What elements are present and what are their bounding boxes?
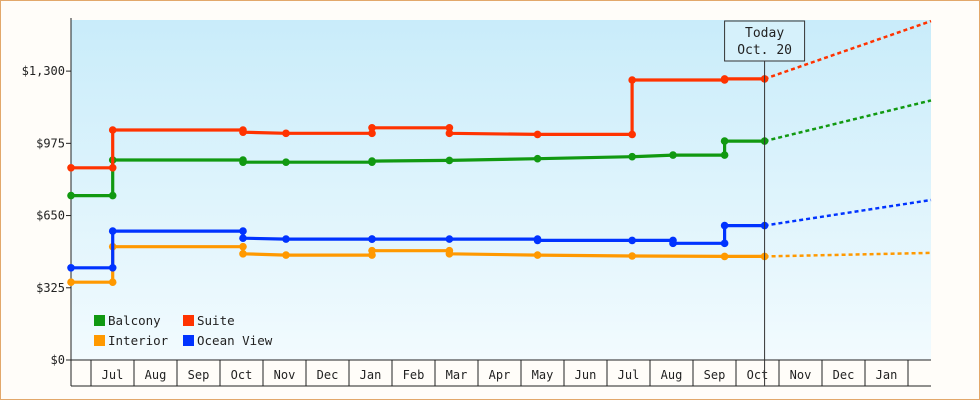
data-point: [720, 221, 729, 230]
legend-swatch-interior: [94, 335, 105, 346]
data-point: [533, 236, 542, 245]
x-tick-label: Nov: [790, 368, 812, 382]
legend-swatch-suite: [183, 315, 194, 326]
data-point: [282, 251, 290, 259]
legend-label-suite: Suite: [197, 313, 235, 328]
data-point: [108, 163, 117, 172]
x-tick-label: May: [532, 368, 554, 382]
series-ocean-view: [67, 198, 932, 272]
data-point: [720, 252, 729, 261]
data-point: [108, 191, 117, 200]
data-point: [445, 235, 454, 243]
x-tick-label: Dec: [317, 368, 339, 382]
legend-label-ocean-view: Ocean View: [197, 333, 273, 348]
x-tick-label: Dec: [833, 368, 855, 382]
legend-label-interior: Interior: [108, 333, 169, 348]
data-point: [368, 123, 376, 132]
data-point: [282, 235, 290, 243]
data-point: [533, 251, 542, 259]
data-point: [628, 76, 636, 84]
x-tick-label: Sep: [704, 368, 726, 382]
y-tick-label: $975: [36, 136, 65, 150]
series-line: [71, 77, 765, 170]
data-point: [533, 130, 542, 139]
data-point: [628, 130, 636, 139]
data-point: [282, 158, 290, 167]
y-tick-label: $325: [36, 281, 65, 295]
data-point: [720, 75, 729, 83]
data-point: [108, 278, 117, 287]
x-tick-label: Apr: [489, 368, 511, 382]
y-tick-label: $650: [36, 209, 65, 223]
y-tick-label: $1,300: [22, 64, 65, 78]
x-tick-label: Jan: [876, 368, 898, 382]
forecast-line: [764, 198, 932, 227]
axes: $0 $325 $650 $975 $1,300 Jul Aug Sep Oct Nov Dec Ja…: [22, 18, 931, 387]
x-tick-label: Aug: [145, 368, 167, 382]
data-point: [720, 239, 729, 248]
data-point: [628, 236, 636, 245]
data-point: [368, 246, 376, 255]
today-label: Today: [745, 26, 784, 41]
today-marker: Today Oct. 20: [724, 20, 806, 386]
legend: Balcony Suite Interior Ocean View: [94, 313, 273, 348]
data-point: [239, 158, 247, 167]
plot-area: [71, 20, 931, 360]
data-point: [239, 249, 247, 258]
data-point: [67, 263, 75, 272]
x-tick-label: Feb: [403, 368, 425, 382]
data-point: [368, 129, 376, 138]
today-box: [724, 20, 806, 62]
data-point: [239, 242, 247, 251]
data-point: [67, 191, 75, 200]
data-point: [368, 157, 376, 165]
data-point: [720, 151, 729, 159]
today-date: Oct. 20: [737, 43, 792, 58]
data-point: [67, 278, 75, 287]
data-point: [669, 239, 677, 248]
data-point: [368, 235, 376, 243]
forecast-line: [764, 19, 932, 81]
legend-label-balcony: Balcony: [108, 313, 161, 328]
data-point: [108, 227, 117, 235]
data-point: [239, 227, 247, 235]
data-point: [67, 163, 75, 172]
data-point: [445, 249, 454, 258]
x-tick-label: Aug: [661, 368, 683, 382]
data-point: [108, 126, 117, 134]
x-tick-label: Nov: [274, 368, 296, 382]
series-balcony: [67, 99, 932, 200]
data-point: [239, 128, 247, 137]
x-tick-label: Oct: [231, 368, 253, 382]
data-point: [720, 137, 729, 145]
x-tick-label: Jul: [618, 368, 640, 382]
series-interior: [67, 242, 932, 287]
series-suite: [67, 19, 932, 172]
x-tick-label: Oct: [747, 368, 769, 382]
data-point: [445, 129, 454, 138]
data-point: [628, 252, 636, 260]
data-point: [239, 234, 247, 243]
data-point: [445, 123, 454, 132]
x-tick-label: Jun: [575, 368, 597, 382]
forecast-line: [764, 99, 932, 143]
data-point: [282, 129, 290, 138]
data-point: [533, 154, 542, 163]
x-tick-label: Jan: [360, 368, 382, 382]
legend-swatch-balcony: [94, 315, 105, 326]
data-point: [628, 152, 636, 161]
legend-swatch-ocean-view: [183, 335, 194, 346]
series-layer: [67, 19, 932, 287]
series-line: [71, 224, 765, 270]
data-point: [108, 263, 117, 272]
data-point: [669, 151, 677, 159]
x-tick-label: Sep: [188, 368, 210, 382]
data-point: [445, 156, 454, 165]
x-tick-label: Jul: [102, 368, 124, 382]
x-tick-label: Mar: [446, 368, 468, 382]
y-tick-label: $0: [51, 353, 65, 367]
